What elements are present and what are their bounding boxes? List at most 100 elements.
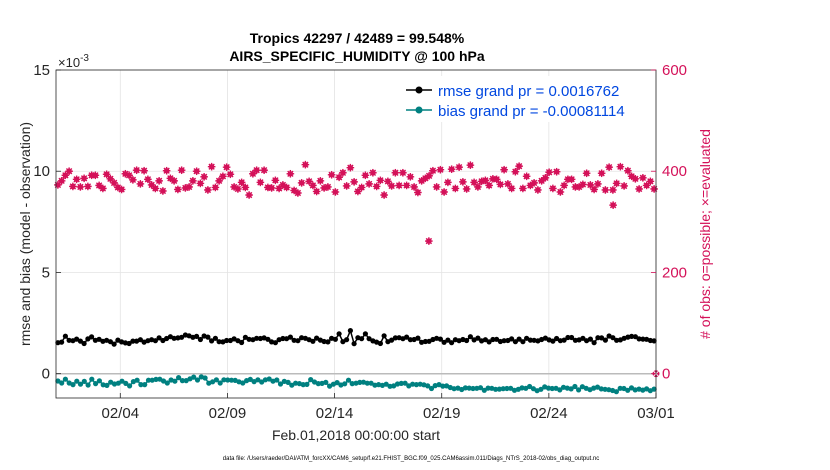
obs-count-marker (425, 171, 433, 180)
rmse-point (437, 336, 443, 342)
rmse-point (569, 334, 575, 341)
bias-point (568, 386, 574, 392)
obs-count-marker (597, 169, 606, 178)
rmse-point (614, 337, 620, 343)
bias-point (383, 381, 389, 387)
obs-count-marker-ring (523, 173, 530, 179)
rmse-point (415, 335, 421, 341)
obs-count-marker-ring (482, 177, 489, 184)
bias-point (191, 374, 197, 380)
bias-point (334, 380, 340, 386)
obs-count-marker-ring (310, 182, 316, 189)
obs-count-marker-ring (396, 182, 402, 189)
obs-count-marker-ring (463, 186, 470, 192)
obs-count-marker (376, 176, 385, 185)
obs-count-marker-ring (238, 179, 245, 186)
bias-point (77, 381, 84, 387)
obs-count-marker-ring (456, 164, 462, 170)
obs-count-marker (552, 167, 561, 176)
obs-count-marker-ring (542, 175, 549, 181)
obs-count-marker (155, 177, 163, 185)
obs-count-marker (159, 187, 167, 195)
obs-count-marker (91, 171, 100, 180)
obs-count-marker-ring (508, 185, 515, 192)
bias-point (202, 375, 208, 381)
bias-point (485, 385, 491, 391)
y-axis-label: rmse and bias (model - observation) (17, 122, 33, 346)
obs-count-marker-ring (430, 168, 436, 174)
obs-count-marker (346, 163, 355, 172)
obs-count-marker (436, 165, 445, 174)
obs-count-marker (316, 177, 325, 185)
obs-count-marker (646, 177, 655, 186)
obs-count-marker (342, 182, 351, 190)
obs-count-marker (151, 184, 160, 193)
rmse-point (561, 337, 567, 343)
obs-count-marker (609, 186, 617, 194)
rmse-point (640, 336, 646, 342)
obs-count-marker (69, 182, 77, 191)
bias-point (576, 387, 582, 393)
obs-count-marker-ring (460, 179, 466, 185)
obs-count-marker-ring (347, 164, 354, 171)
obs-count-marker (192, 167, 201, 176)
obs-count-marker-ring (126, 172, 132, 178)
obs-count-marker (350, 178, 358, 186)
bias-point (549, 385, 555, 392)
rmse-point (239, 339, 245, 346)
rmse-point (126, 340, 132, 347)
obs-count-marker (327, 170, 336, 179)
obs-count-marker-ring (475, 184, 481, 190)
obs-count-marker (282, 183, 291, 192)
y-tick-label-right: 600 (662, 62, 687, 79)
obs-count-marker-ring (223, 164, 230, 170)
bias-point (504, 385, 510, 392)
obs-count-marker-ring (242, 184, 249, 191)
obs-count-marker (519, 184, 527, 193)
bias-point (172, 378, 178, 384)
obs-count-marker (455, 163, 463, 171)
obs-count-marker (579, 180, 587, 189)
obs-count-marker-ring (411, 184, 417, 190)
rmse-point (392, 335, 398, 341)
obs-count-marker-ring (505, 181, 511, 187)
obs-count-marker-ring (152, 185, 159, 192)
rmse-point (512, 339, 519, 345)
y-axis-right: 0 200 400 600 (651, 62, 687, 383)
obs-count-marker (601, 186, 610, 194)
bias-point (598, 386, 604, 392)
rmse-point (486, 339, 492, 345)
obs-count-marker (586, 181, 595, 189)
obs-count-marker-ring (302, 161, 309, 168)
obs-count-marker-ring (205, 187, 211, 193)
obs-count-marker-ring (362, 172, 369, 178)
exponent-power: -3 (80, 53, 89, 64)
y-tick-label-left: 10 (33, 163, 50, 180)
bias-point (500, 386, 506, 392)
bias-point (557, 387, 563, 393)
obs-count-marker-ring (636, 186, 642, 192)
rmse-point (265, 336, 271, 342)
rmse-point (347, 328, 353, 334)
bias-point (240, 380, 246, 386)
obs-count-marker (590, 185, 598, 194)
chart-title-line2: AIRS_SPECIFIC_HUMIDITY @ 100 hPa (229, 48, 485, 64)
obs-count-marker-ring (553, 169, 560, 175)
obs-count-marker-ring (111, 180, 117, 186)
rmse-point (449, 340, 455, 346)
obs-count-marker (567, 175, 576, 184)
rmse-point (445, 337, 451, 343)
bias-point (145, 377, 152, 383)
bias-point (538, 386, 544, 392)
obs-count-marker-ring (325, 184, 331, 190)
obs-count-marker (556, 188, 565, 196)
rmse-point (527, 337, 534, 343)
obs-count-marker (207, 162, 216, 171)
bias-point (402, 380, 408, 386)
rmse-point (494, 336, 500, 342)
rmse-point (107, 339, 113, 345)
rmse-point (351, 341, 357, 347)
bias-point (59, 380, 65, 386)
obs-count-marker (387, 182, 396, 190)
